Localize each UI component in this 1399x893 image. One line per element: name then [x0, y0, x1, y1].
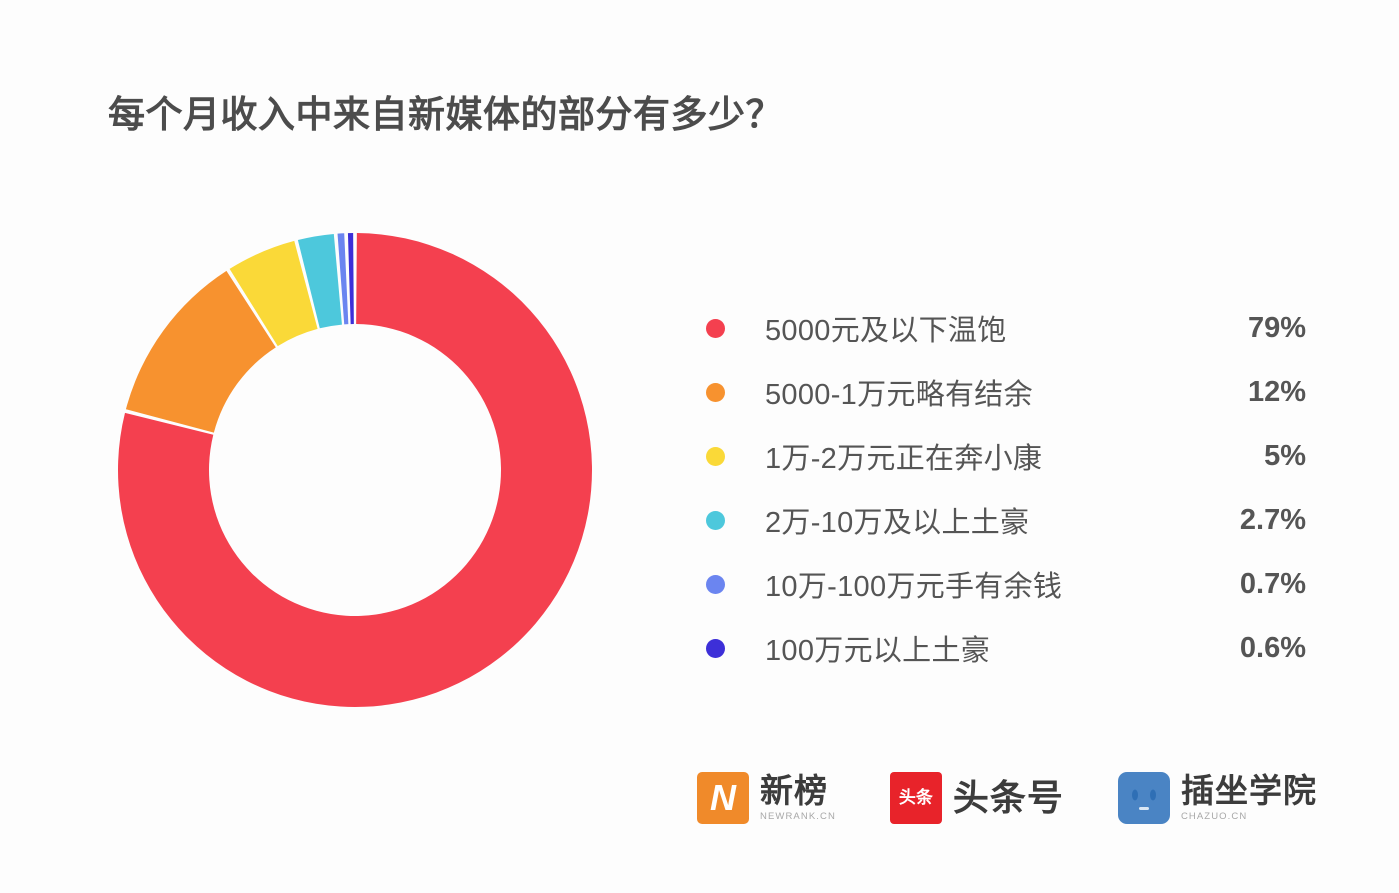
legend-item-label: 5000-1万元略有结余: [765, 379, 1033, 411]
chazuo-logo-icon: [1117, 772, 1170, 824]
legend-color-swatch-icon: [706, 574, 725, 594]
chazuo-logo-en: CHAZUO.CN: [1180, 811, 1248, 823]
newrank-logo-text: 新榜 NEWRANK.CN: [760, 774, 836, 822]
legend-item-label: 5000元及以下温饱: [765, 315, 1007, 347]
page-title: 每个月收入中来自新媒体的部分有多少？: [108, 94, 783, 135]
legend-item-label: 100万元以上土豪: [765, 635, 991, 667]
legend-item-value: 5%: [1264, 439, 1306, 472]
logo-toutiaohao: 头条 头条号: [889, 772, 1064, 824]
footer-logo-bar: N 新榜 NEWRANK.CN 头条 头条号 插坐学院 CHAZUO.CN: [697, 772, 1317, 824]
donut-chart-svg: [118, 233, 592, 707]
logo-chazuo: 插坐学院 CHAZUO.CN: [1117, 772, 1317, 824]
chazuo-logo-text: 插坐学院 CHAZUO.CN: [1181, 774, 1317, 822]
legend-color-swatch-icon: [706, 382, 725, 402]
newrank-mark-glyph: N: [710, 777, 736, 818]
toutiaohao-logo-text: 头条号: [953, 780, 1064, 816]
legend-item[interactable]: 100万元以上土豪 0.6%: [706, 616, 1306, 680]
newrank-logo-cn: 新榜: [760, 772, 828, 810]
legend-color-swatch-icon: [706, 446, 725, 466]
legend-item-label: 10万-100万元手有余钱: [765, 571, 1063, 603]
legend-color-swatch-icon: [706, 510, 725, 530]
toutiaohao-logo-icon: 头条: [889, 772, 942, 824]
legend-item-value: 0.6%: [1239, 631, 1306, 664]
legend-item-label: 1万-2万元正在奔小康: [765, 443, 1043, 475]
chazuo-face-glyph: [1131, 789, 1156, 810]
logo-newrank: N 新榜 NEWRANK.CN: [697, 772, 836, 824]
donut-slice[interactable]: [297, 233, 342, 329]
donut-slice[interactable]: [337, 233, 349, 325]
legend-item-value: 12%: [1247, 375, 1306, 408]
toutiaohao-logo-cn: 头条号: [952, 777, 1064, 818]
legend-item[interactable]: 5000元及以下温饱 79%: [706, 296, 1306, 360]
newrank-logo-icon: N: [697, 772, 749, 824]
legend-item[interactable]: 2万-10万及以上土豪 2.7%: [706, 488, 1306, 552]
donut-chart: [117, 232, 593, 708]
legend-item[interactable]: 5000-1万元略有结余 12%: [706, 360, 1306, 424]
donut-slice[interactable]: [347, 233, 354, 325]
legend-item-label: 2万-10万及以上土豪: [765, 507, 1030, 539]
toutiaohao-mark-glyph: 头条: [898, 788, 933, 808]
legend-color-swatch-icon: [706, 318, 725, 338]
legend-item-value: 2.7%: [1239, 503, 1306, 536]
legend-item-value: 0.7%: [1239, 567, 1306, 600]
donut-slice[interactable]: [118, 233, 592, 707]
legend-item[interactable]: 1万-2万元正在奔小康 5%: [706, 424, 1306, 488]
donut-slices: [118, 233, 592, 707]
legend-item[interactable]: 10万-100万元手有余钱 0.7%: [706, 552, 1306, 616]
chart-legend: 5000元及以下温饱 79% 5000-1万元略有结余 12% 1万-2万元正在…: [706, 296, 1306, 680]
donut-slice[interactable]: [125, 270, 276, 433]
newrank-logo-en: NEWRANK.CN: [760, 811, 836, 823]
chazuo-logo-cn: 插坐学院: [1180, 772, 1317, 810]
donut-slice[interactable]: [229, 240, 318, 347]
legend-color-swatch-icon: [706, 638, 725, 658]
legend-item-value: 79%: [1247, 311, 1306, 344]
